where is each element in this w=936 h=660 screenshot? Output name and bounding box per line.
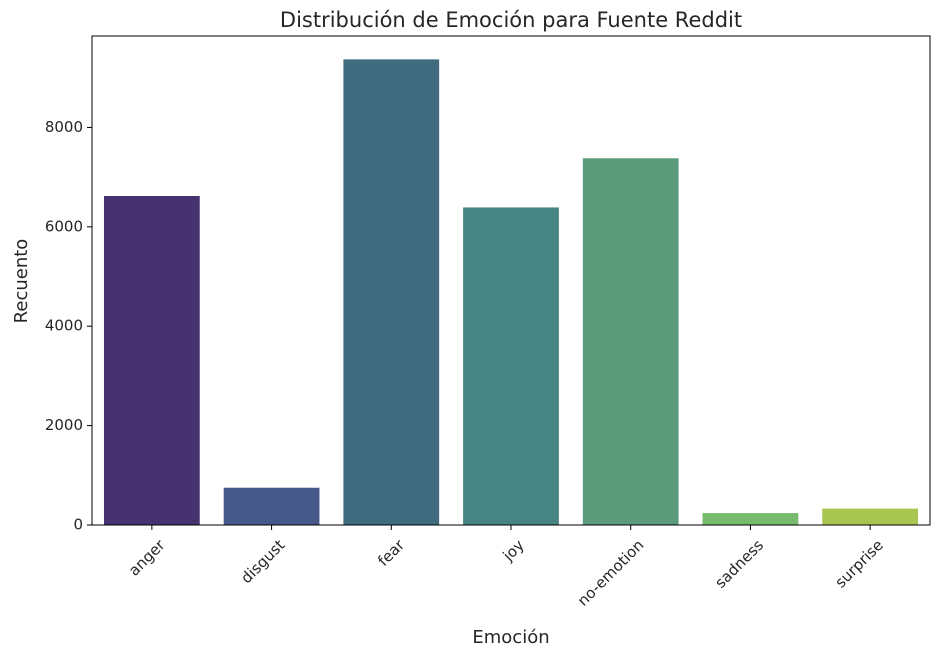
x-tick-label: no-emotion: [574, 536, 648, 610]
y-tick-label: 0: [73, 516, 83, 534]
bar-disgust: [224, 488, 320, 525]
x-tick-label: anger: [125, 535, 169, 579]
x-tick-label: fear: [374, 535, 408, 569]
x-tick-label: sadness: [711, 536, 767, 592]
x-tick-label: surprise: [831, 536, 886, 591]
y-ticks-layer: 0 2000 4000 6000 8000: [45, 118, 92, 534]
x-ticks-layer: anger disgust fear joy no-emotion sadness surp…: [125, 525, 887, 610]
y-tick-label: 2000: [45, 416, 83, 434]
x-axis-label: Emoción: [472, 627, 549, 648]
x-tick-label: disgust: [237, 536, 288, 587]
bar-joy: [463, 207, 559, 525]
bar-surprise: [822, 509, 918, 525]
y-axis-label: Recuento: [11, 239, 32, 324]
y-tick-label: 6000: [45, 217, 83, 235]
chart-title: Distribución de Emoción para Fuente Redd…: [280, 8, 742, 32]
bar-fear: [343, 59, 439, 525]
bar-anger: [104, 196, 200, 525]
bar-no-emotion: [583, 158, 679, 525]
y-tick-label: 4000: [45, 317, 83, 335]
bars-layer: [104, 59, 918, 525]
y-tick-label: 8000: [45, 118, 83, 136]
bar-sadness: [703, 513, 799, 525]
x-tick-label: joy: [499, 536, 528, 565]
